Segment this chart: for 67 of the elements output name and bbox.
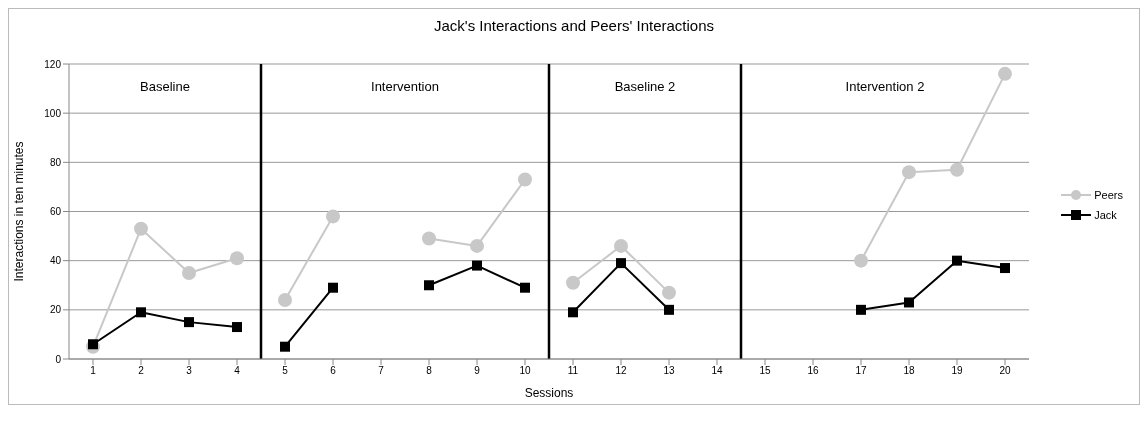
x-tick-label: 20 [999, 365, 1011, 377]
x-tick-label: 18 [903, 365, 915, 377]
x-tick-label: 16 [807, 365, 819, 377]
point [134, 221, 148, 236]
x-tick-label: 19 [951, 365, 963, 377]
x-tick-label: 11 [567, 365, 579, 377]
point [614, 238, 628, 253]
x-tick-label: 1 [90, 365, 97, 377]
point [616, 258, 626, 269]
x-tick-label: 5 [282, 365, 289, 377]
y-tick-label: 0 [55, 353, 62, 365]
point [424, 280, 434, 291]
x-tick-label: 10 [519, 365, 531, 377]
x-tick-label: 6 [330, 365, 337, 377]
point [182, 265, 196, 280]
annotation: Baseline 2 [614, 79, 676, 94]
point [472, 260, 482, 271]
y-axis-title: Interactions in ten minutes [12, 141, 27, 282]
point [88, 339, 98, 350]
point [568, 307, 578, 318]
point [998, 66, 1012, 81]
point [422, 231, 436, 246]
point [184, 317, 194, 328]
point [470, 238, 484, 253]
y-tick-label: 60 [49, 206, 62, 218]
y-tick-label: 40 [49, 255, 62, 267]
point [952, 255, 962, 266]
point [856, 304, 866, 315]
point [904, 297, 914, 308]
point [950, 162, 964, 177]
point [902, 165, 916, 180]
point [232, 322, 242, 333]
x-tick-label: 14 [711, 365, 723, 377]
point [664, 304, 674, 315]
point [326, 209, 340, 224]
y-tick-label: 120 [44, 58, 62, 70]
annotation: Intervention 2 [845, 79, 925, 94]
x-tick-label: 2 [138, 365, 145, 377]
x-tick-label: 8 [426, 365, 433, 377]
point [854, 253, 868, 268]
y-tick-label: 20 [49, 304, 62, 316]
legend-label: Jack [1094, 209, 1117, 221]
point [328, 282, 338, 293]
annotation: Baseline [140, 79, 190, 94]
x-tick-label: 13 [663, 365, 675, 377]
annotation: Intervention [371, 79, 439, 94]
point [662, 285, 676, 300]
point [1000, 263, 1010, 274]
point [566, 275, 580, 290]
x-tick-label: 17 [855, 365, 867, 377]
x-tick-label: 9 [474, 365, 481, 377]
x-tick-label: 15 [759, 365, 771, 377]
point [230, 251, 244, 266]
x-tick-label: 4 [234, 365, 241, 377]
y-tick-label: 100 [44, 107, 62, 119]
y-tick-label: 80 [49, 156, 62, 168]
chart-title: Jack's Interactions and Peers' Interactions [432, 16, 715, 34]
point [280, 341, 290, 352]
point [518, 172, 532, 187]
x-tick-label: 3 [186, 365, 193, 377]
legend-label: Peers [1094, 189, 1123, 201]
point [278, 293, 292, 307]
point [520, 282, 530, 293]
x-tick-label: 7 [378, 365, 385, 377]
point [136, 307, 146, 318]
x-tick-label: 12 [615, 365, 627, 377]
x-axis-title: Sessions [524, 386, 574, 400]
